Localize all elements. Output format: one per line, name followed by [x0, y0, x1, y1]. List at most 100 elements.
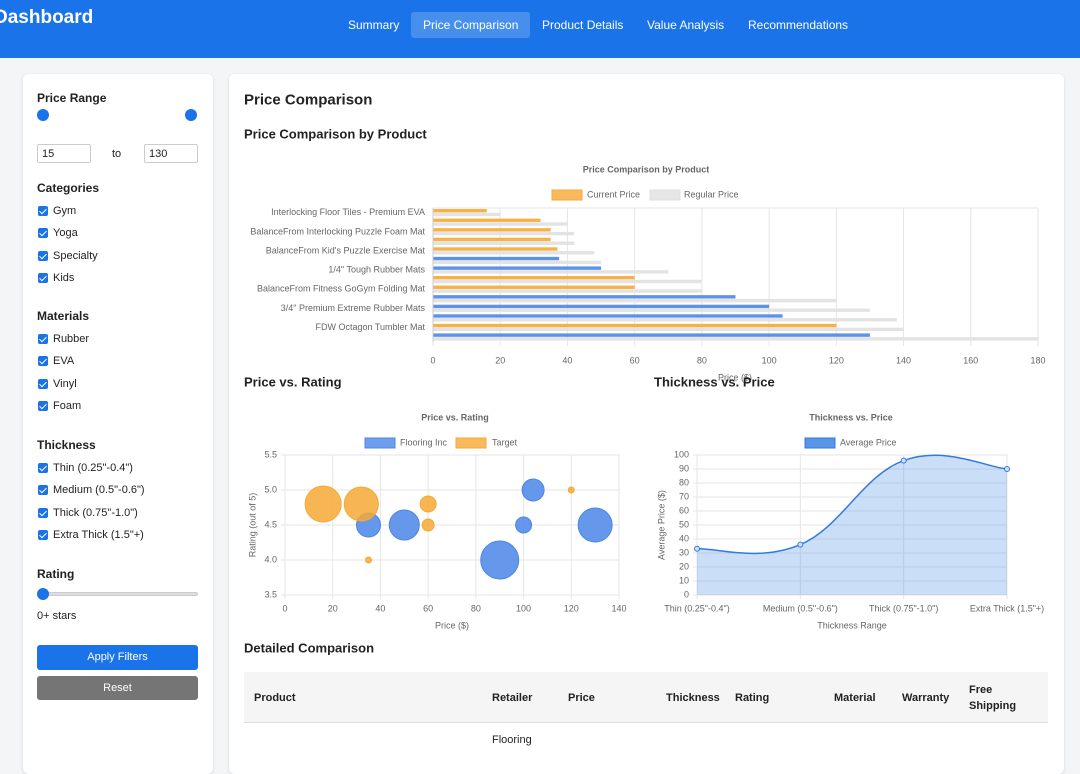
bar	[433, 318, 897, 322]
table-header-row	[244, 672, 1048, 722]
min-input[interactable]: 15	[37, 144, 91, 163]
apply-button[interactable]: Apply Filters	[37, 645, 198, 670]
table-cell: Flooring	[492, 734, 532, 746]
nav-tab[interactable]: Price Comparison	[411, 12, 531, 38]
bubble	[480, 540, 520, 580]
bar	[433, 228, 551, 232]
x-tick-label: 40	[375, 603, 385, 613]
checkbox[interactable]	[38, 485, 48, 496]
chart-title: Thickness vs. Price	[809, 412, 893, 422]
x-tick-label: 40	[562, 355, 572, 365]
y-tick-label: 5.5	[264, 449, 277, 459]
checkbox[interactable]	[38, 206, 48, 216]
checkbox[interactable]	[38, 378, 48, 389]
bubble	[419, 495, 437, 513]
checkbox[interactable]	[38, 400, 48, 411]
app-title: Dashboard	[0, 7, 94, 28]
legend-swatch	[455, 437, 487, 449]
section-heading: Thickness vs. Price	[654, 374, 775, 390]
table-header: Material	[834, 692, 876, 704]
legend-swatch	[364, 437, 396, 449]
filter-option: Extra Thick (1.5"+)	[53, 528, 144, 541]
rating-handle[interactable]	[37, 588, 49, 600]
bar	[433, 337, 1038, 341]
y-tick-label: 40	[679, 533, 689, 543]
checkbox[interactable]	[38, 529, 48, 540]
x-tick-label: 60	[630, 355, 640, 365]
x-tick-label: 100	[762, 355, 777, 365]
y-tick-label: FDW Octagon Tumbler Mat	[315, 322, 425, 332]
checkbox[interactable]	[38, 334, 48, 344]
reset-button[interactable]: Reset	[37, 676, 198, 700]
bubble	[304, 485, 342, 523]
checkbox[interactable]	[38, 228, 48, 239]
y-tick-label: BalanceFrom Interlocking Puzzle Foam Mat	[250, 226, 425, 236]
y-tick-label: 5.0	[264, 484, 277, 494]
bubble	[515, 516, 533, 534]
checkbox[interactable]	[38, 463, 48, 473]
nav-tab[interactable]: Recommendations	[748, 18, 849, 32]
bar	[433, 237, 551, 242]
legend-label: Current Price	[587, 189, 640, 199]
bar	[433, 333, 870, 337]
page: Dashboard Price Comparison by Product Cur…	[0, 0, 1080, 744]
x-tick-label: 80	[471, 603, 481, 613]
table-header: Product	[254, 692, 296, 704]
bar	[433, 231, 575, 236]
bubble	[521, 478, 545, 502]
legend-label: Target	[492, 437, 518, 447]
y-tick-label: BalanceFrom Fitness GoGym Folding Mat	[257, 284, 426, 294]
filter-option: Rubber	[53, 333, 90, 345]
nav-tab[interactable]: Product Details	[542, 18, 624, 32]
section-heading: Price vs. Rating	[244, 374, 342, 390]
y-tick-label: 30	[679, 547, 689, 557]
section-heading: Price Comparison by Product	[244, 126, 427, 142]
y-axis-label: Average Price ($)	[656, 490, 666, 560]
nav-tab[interactable]: Value Analysis	[647, 18, 725, 32]
legend-label: Average Price	[840, 437, 896, 447]
y-tick-label: 80	[679, 477, 689, 487]
bar	[433, 308, 870, 312]
range-handle[interactable]	[185, 109, 197, 121]
x-tick-label: 180	[1030, 355, 1045, 365]
filter-option: Vinyl	[53, 377, 77, 390]
checkbox[interactable]	[38, 272, 48, 283]
range-handle[interactable]	[37, 109, 49, 121]
x-axis-label: Price ($)	[435, 620, 469, 630]
page-heading: Price Comparison	[244, 91, 373, 109]
y-tick-label: 50	[679, 519, 689, 529]
line	[696, 454, 1008, 555]
checkbox[interactable]	[38, 507, 48, 518]
bar	[433, 251, 595, 255]
bar	[433, 209, 487, 213]
x-tick-label: 80	[697, 355, 707, 365]
legend-label: Flooring Inc	[400, 437, 448, 447]
point	[900, 457, 907, 464]
checkbox[interactable]	[38, 250, 48, 261]
max-input[interactable]: 130	[144, 144, 198, 163]
main-panel	[229, 74, 1064, 774]
bar	[433, 212, 501, 217]
checkbox[interactable]	[38, 356, 48, 367]
bar	[433, 222, 568, 226]
nav-tab[interactable]: Summary	[348, 18, 400, 32]
x-tick-label: 0	[282, 603, 287, 613]
bar	[433, 279, 702, 284]
y-tick-label: 4.0	[264, 554, 277, 564]
bar	[433, 304, 770, 309]
bubble	[577, 507, 613, 543]
bar	[433, 289, 702, 293]
x-tick-label: 100	[516, 603, 531, 613]
point	[694, 545, 700, 552]
point	[1004, 466, 1010, 472]
section-heading: Detailed Comparison	[244, 640, 375, 656]
charts: Price Comparison by Product Current Price…	[247, 164, 1045, 630]
x-tick-label: 160	[963, 355, 978, 365]
rating-label: 0+ stars	[37, 610, 77, 622]
y-tick-label: 1/4" Tough Rubber Mats	[328, 265, 425, 275]
table-header: Thickness	[666, 692, 720, 704]
area	[697, 455, 1007, 595]
filter-title: Rating	[37, 567, 75, 581]
y-tick-label: BalanceFrom Kid's Puzzle Exercise Mat	[266, 245, 426, 255]
x-tick-label: 20	[328, 603, 338, 613]
